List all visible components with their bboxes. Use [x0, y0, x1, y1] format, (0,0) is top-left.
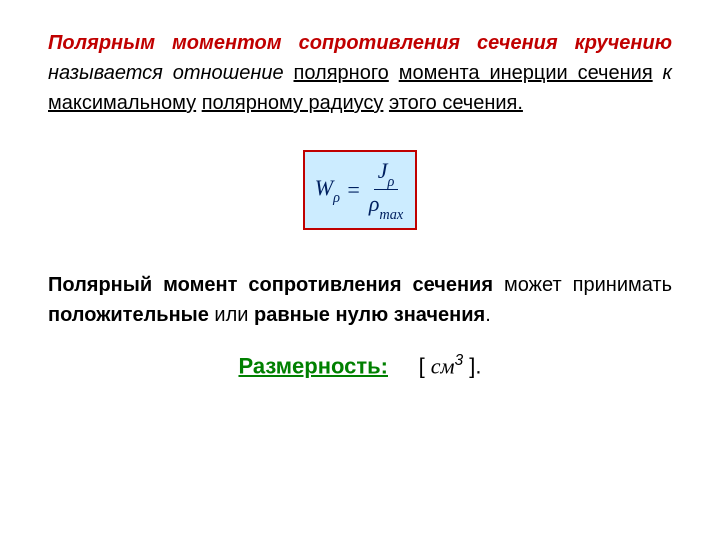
- prop-bold-3: равные нулю значения: [254, 304, 485, 326]
- formula-equals: =: [346, 177, 361, 203]
- prop-text-3: .: [485, 304, 491, 326]
- def-underline-2: момента инерции сечения: [399, 62, 653, 84]
- def-underline-5: этого сечения.: [389, 92, 523, 114]
- dimension-open: [: [419, 353, 431, 378]
- formula-box: Wρ = Jρ ρmax: [303, 150, 417, 230]
- prop-bold-1: Полярный момент сопротивления сечения: [48, 274, 493, 296]
- def-underline-3: максимальному: [48, 92, 196, 114]
- definition-paragraph: Полярным моментом сопротивления сечения …: [48, 28, 672, 118]
- formula-numerator: Jρ: [374, 158, 399, 190]
- dimension-power: 3: [455, 352, 464, 369]
- dimension-line: Размерность: [ см3 ].: [48, 352, 672, 379]
- dimension-unit: см: [431, 353, 455, 378]
- dimension-close: ].: [463, 353, 481, 378]
- prop-bold-2: положительные: [48, 304, 209, 326]
- formula-denominator: ρmax: [367, 190, 405, 221]
- prop-text-1: может принимать: [493, 274, 672, 296]
- property-paragraph: Полярный момент сопротивления сечения мо…: [48, 270, 672, 330]
- def-text-2: к: [653, 62, 672, 84]
- dimension-label: Размерность:: [238, 353, 388, 378]
- formula-fraction: Jρ ρmax: [367, 158, 405, 222]
- formula-lhs: Wρ: [315, 175, 340, 205]
- formula-container: Wρ = Jρ ρmax: [48, 150, 672, 230]
- prop-text-2: или: [209, 304, 254, 326]
- term-highlight: Полярным моментом сопротивления сечения …: [48, 32, 672, 54]
- def-underline-1: полярного: [294, 62, 389, 84]
- def-underline-4: полярному радиусу: [202, 92, 384, 114]
- def-text-1: называется отношение: [48, 62, 294, 84]
- formula: Wρ = Jρ ρmax: [315, 158, 405, 222]
